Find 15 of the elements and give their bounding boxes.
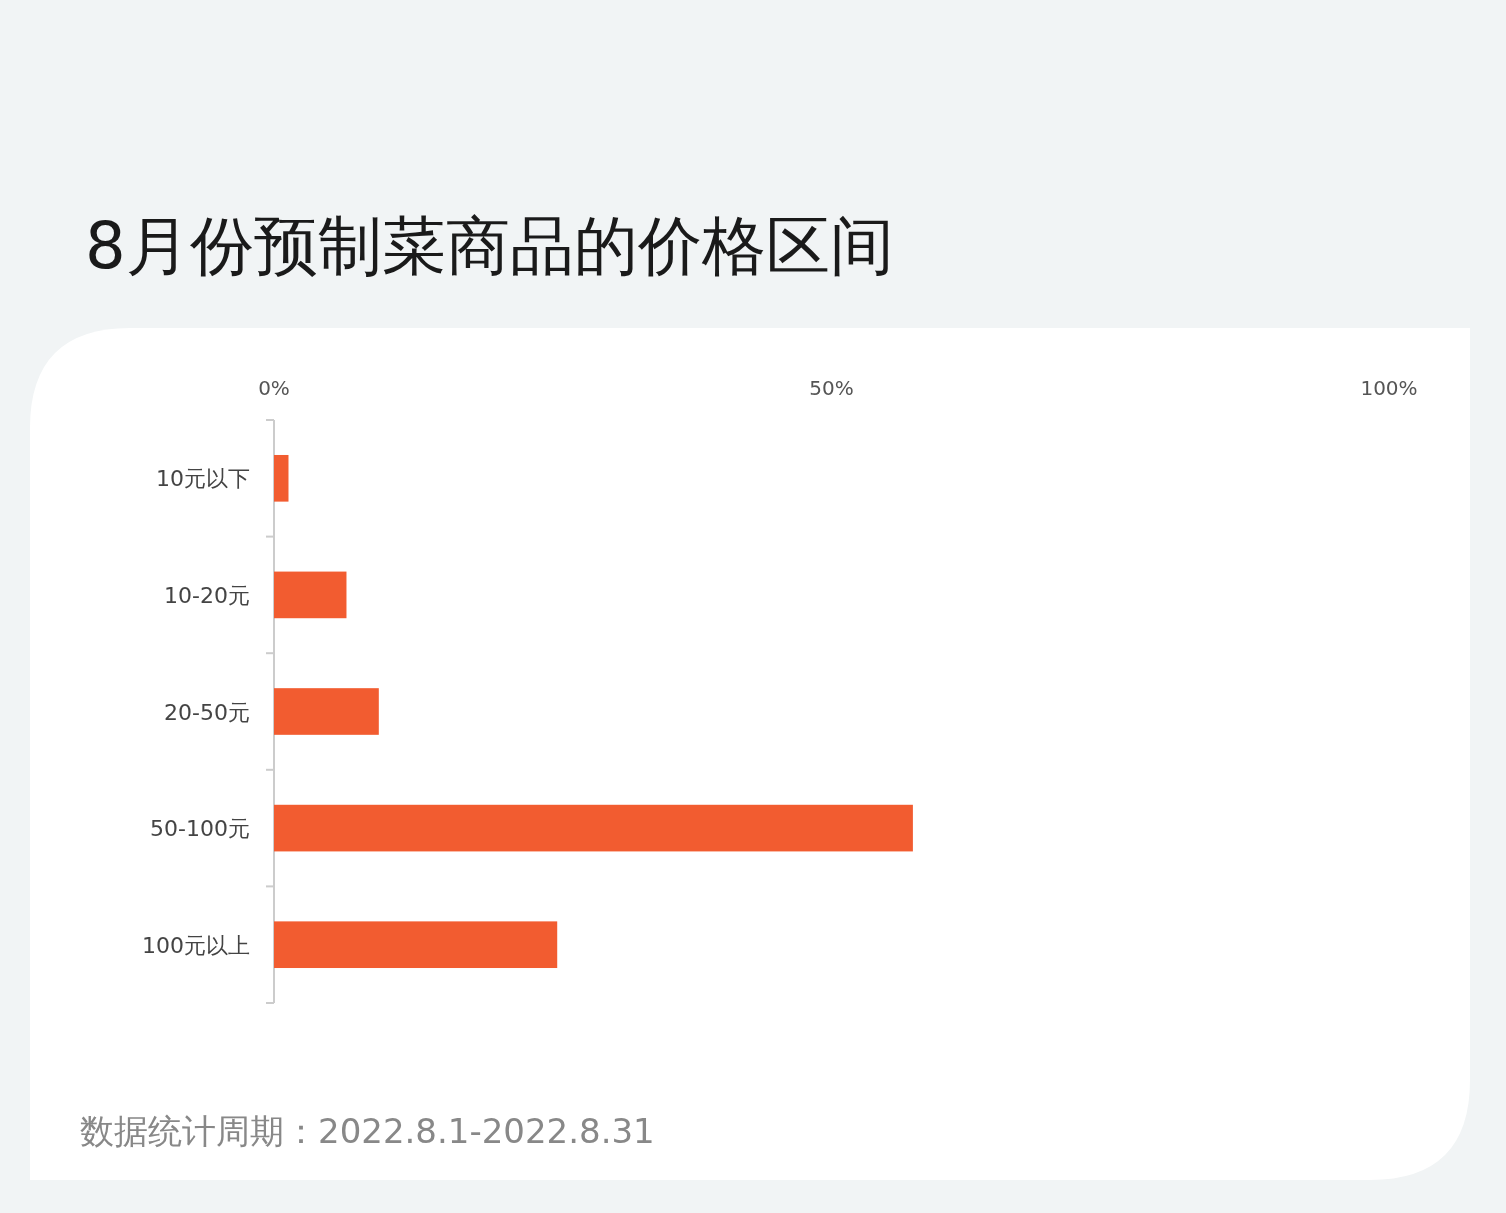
bar <box>274 571 347 619</box>
y-tick-label: 100元以上 <box>142 932 250 958</box>
bar <box>274 688 379 735</box>
y-tick-label: 50-100元 <box>150 816 250 842</box>
x-tick-label: 100% <box>1360 376 1418 400</box>
y-tick-label: 10-20元 <box>164 582 250 608</box>
x-tick-label: 50% <box>809 376 854 400</box>
bar <box>274 454 289 502</box>
y-tick-label: 20-50元 <box>164 699 250 725</box>
x-tick-label: 0% <box>258 376 290 400</box>
chart-title: 8月份预制菜商品的价格区间 <box>85 209 894 283</box>
text: 数据统计周期：2022.8.1-2022.8.31 <box>80 1111 655 1151</box>
bar <box>274 921 558 969</box>
bar <box>274 804 913 852</box>
y-tick-label: 10元以下 <box>156 466 250 492</box>
